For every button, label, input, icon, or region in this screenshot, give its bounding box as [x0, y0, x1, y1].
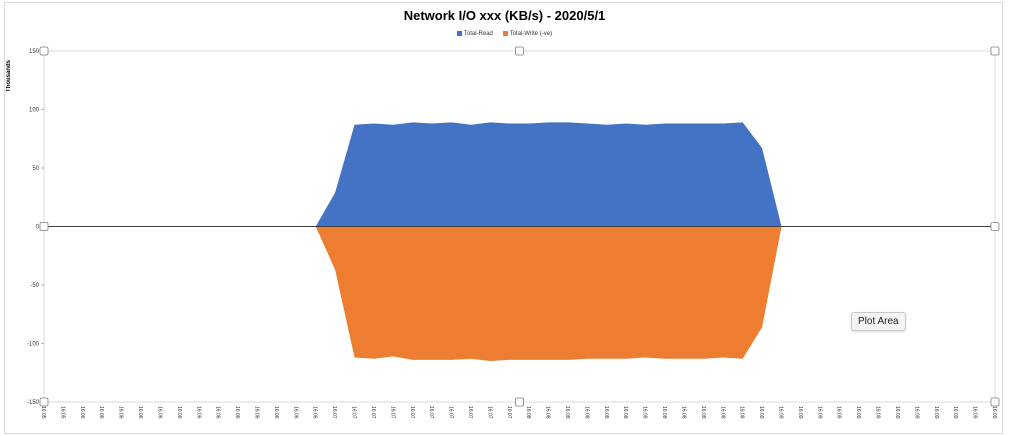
x-tick-label: 16:08 — [564, 406, 570, 419]
x-tick-label: 16:06 — [137, 406, 143, 419]
y-tick-label: 150 — [29, 49, 40, 55]
selection-handle[interactable] — [990, 397, 1000, 407]
x-tick-label: 16:06 — [215, 406, 221, 419]
x-tick-label: 16:08 — [700, 406, 706, 419]
legend-item-total-read[interactable]: Total-Read — [456, 31, 493, 38]
series-area-total-read — [44, 122, 995, 227]
x-tick-label: 16:07 — [370, 406, 376, 419]
selection-handle[interactable] — [990, 222, 1000, 231]
legend-swatch-total-read — [456, 31, 462, 36]
x-tick-label: 16:06 — [292, 406, 298, 419]
x-tick-label: 16:06 — [79, 406, 85, 419]
selection-handle[interactable] — [39, 46, 49, 56]
x-tick-label: 16:08 — [680, 406, 686, 419]
plot-area-tooltip: Plot Area — [851, 312, 906, 331]
x-tick-label: 16:09 — [836, 406, 842, 419]
y-tick-label: -150 — [27, 400, 40, 406]
x-tick-label: 16:06 — [234, 406, 240, 419]
x-tick-label: 16:09 — [797, 406, 803, 419]
selection-handle[interactable] — [39, 397, 49, 407]
legend-label-total-read: Total-Read — [463, 31, 493, 38]
x-tick-label: 16:09 — [972, 406, 978, 419]
selection-handle[interactable] — [990, 46, 1000, 56]
x-tick-label: 16:08 — [525, 406, 531, 419]
x-tick-label: 16:05 — [40, 406, 46, 419]
x-tick-label: 16:07 — [389, 406, 395, 419]
x-tick-label: 16:09 — [855, 406, 861, 419]
x-tick-label: 16:09 — [991, 406, 997, 419]
x-tick-label: 16:08 — [622, 406, 628, 419]
x-tick-label: 16:06 — [195, 406, 201, 419]
x-tick-label: 16:09 — [816, 406, 822, 419]
x-tick-label: 16:06 — [312, 406, 318, 419]
x-tick-label: 16:08 — [661, 406, 667, 419]
legend[interactable]: Total-Read Total-Write (-ve) — [0, 31, 1009, 37]
selection-handle[interactable] — [515, 397, 524, 407]
x-tick-label: 16:09 — [952, 406, 958, 419]
x-tick-label: 16:06 — [98, 406, 104, 419]
x-tick-label: 16:08 — [739, 406, 745, 419]
x-tick-label: 16:07 — [506, 406, 512, 419]
x-tick-label: 16:07 — [351, 406, 357, 419]
x-tick-label: 16:08 — [719, 406, 725, 419]
selection-handle[interactable] — [515, 46, 524, 56]
legend-item-total-write[interactable]: Total-Write (-ve) — [502, 31, 553, 38]
y-tick-label: 100 — [29, 108, 40, 114]
x-tick-label: 16:06 — [176, 406, 182, 419]
y-tick-label: 50 — [32, 166, 39, 172]
y-tick-label: -100 — [27, 342, 40, 348]
x-tick-label: 16:07 — [409, 406, 415, 419]
x-tick-label: 16:09 — [933, 406, 939, 419]
x-tick-label: 16:06 — [253, 406, 259, 419]
x-tick-label: 16:07 — [486, 406, 492, 419]
x-tick-label: 16:08 — [583, 406, 589, 419]
x-tick-label: 16:07 — [467, 406, 473, 419]
x-tick-label: 16:09 — [913, 406, 919, 419]
x-tick-label: 16:07 — [331, 406, 337, 419]
y-tick-label: 0 — [36, 225, 40, 231]
legend-swatch-total-write — [502, 31, 508, 36]
legend-label-total-write: Total-Write (-ve) — [509, 31, 553, 38]
x-tick-label: 16:08 — [603, 406, 609, 419]
x-tick-label: 16:06 — [156, 406, 162, 419]
x-tick-label: 16:09 — [758, 406, 764, 419]
y-tick-label: -50 — [30, 283, 39, 289]
x-tick-label: 16:08 — [545, 406, 551, 419]
x-tick-label: 16:09 — [778, 406, 784, 419]
x-tick-label: 16:06 — [118, 406, 124, 419]
x-tick-label: 16:08 — [642, 406, 648, 419]
x-tick-label: 16:07 — [448, 406, 454, 419]
x-tick-label: 16:09 — [894, 406, 900, 419]
series-area-total-write — [44, 226, 995, 362]
x-tick-label: 16:09 — [875, 406, 881, 419]
selection-handle[interactable] — [39, 222, 49, 231]
x-tick-label: 16:05 — [59, 406, 65, 419]
x-tick-label: 16:06 — [273, 406, 279, 419]
x-tick-label: 16:07 — [428, 406, 434, 419]
chart-title: Network I/O xxx (KB/s) - 2020/5/1 — [403, 8, 606, 23]
chart-frame[interactable] — [4, 2, 1003, 434]
